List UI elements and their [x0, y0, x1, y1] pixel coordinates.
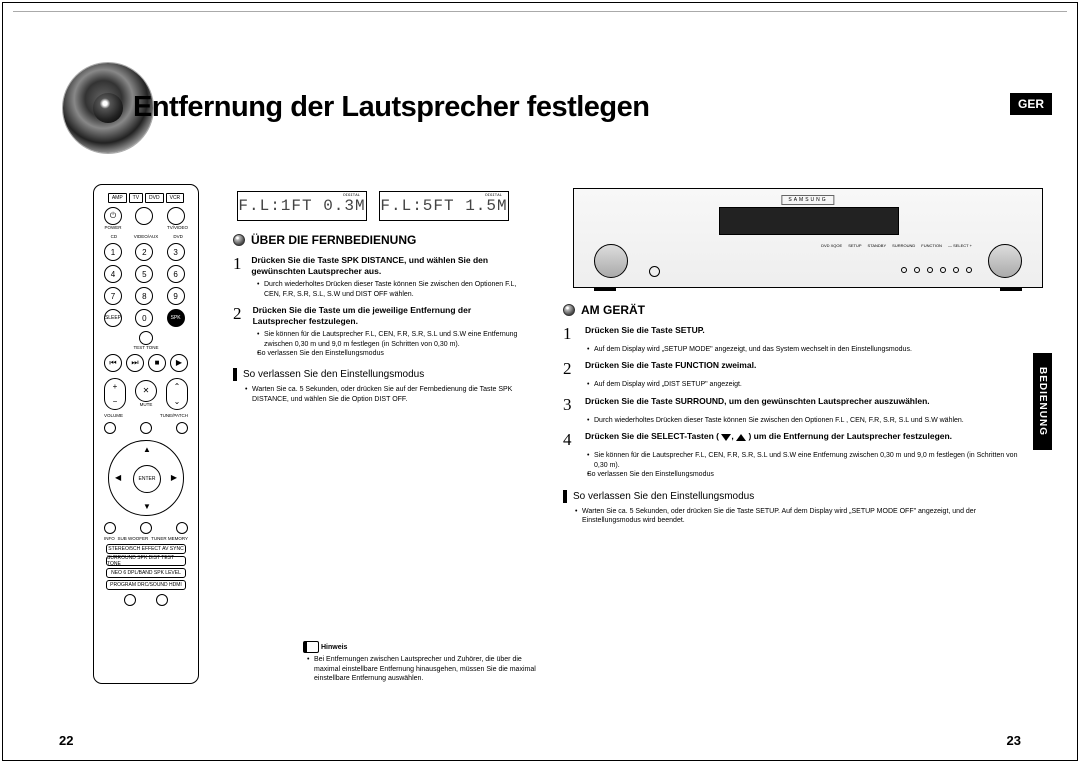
- language-badge: GER: [1010, 93, 1052, 115]
- bullet-icon: [563, 304, 575, 316]
- remote-instructions: ÜBER DIE FERNBEDIENUNG 1Drücken Sie die …: [233, 233, 523, 408]
- prev-icon: ⏮: [104, 354, 122, 372]
- section-tab: BEDIENUNG: [1033, 353, 1052, 450]
- next-icon: ⏭: [126, 354, 144, 372]
- remote-illustration: AMP TV DVD VCR ⏻POWER TV/VIDEO CD VIDEO/…: [93, 184, 199, 684]
- lcd-text: F.L:5FT 1.5M: [380, 197, 507, 215]
- lcd-text: F.L:1FT 0.3M: [238, 197, 365, 215]
- amplifier-illustration: SAMSUNG DVD XQOE SETUP STANDBY SURROUND …: [573, 188, 1043, 288]
- knob-icon: [594, 244, 628, 278]
- dpad: ▲ ▼ ◀ ▶ ENTER: [108, 440, 184, 516]
- note-box: Hinweis Bei Entfernungen zwischen Lautsp…: [303, 643, 543, 688]
- page-number-right: 23: [1007, 733, 1021, 748]
- chevron-down-icon: [721, 433, 731, 442]
- volume-rocker: +−: [104, 378, 126, 410]
- page-title: Entfernung der Lautsprecher festlegen: [133, 91, 650, 124]
- bullet-icon: [233, 234, 245, 246]
- lcd-readout-2: F.L:5FT 1.5M DIGITAL: [379, 191, 509, 221]
- stop-icon: ■: [148, 354, 166, 372]
- lcd-readout-1: F.L:1FT 0.3M DIGITAL: [237, 191, 367, 221]
- tune-rocker: ⌃⌄: [166, 378, 188, 410]
- power-icon: ⏻: [104, 207, 122, 225]
- device-instructions: AM GERÄT 1Drücken Sie die Taste SETUP. A…: [563, 303, 1033, 530]
- page-number-left: 22: [59, 733, 73, 748]
- knob-icon: [988, 244, 1022, 278]
- chevron-up-icon: [736, 433, 746, 442]
- play-icon: ▶: [170, 354, 188, 372]
